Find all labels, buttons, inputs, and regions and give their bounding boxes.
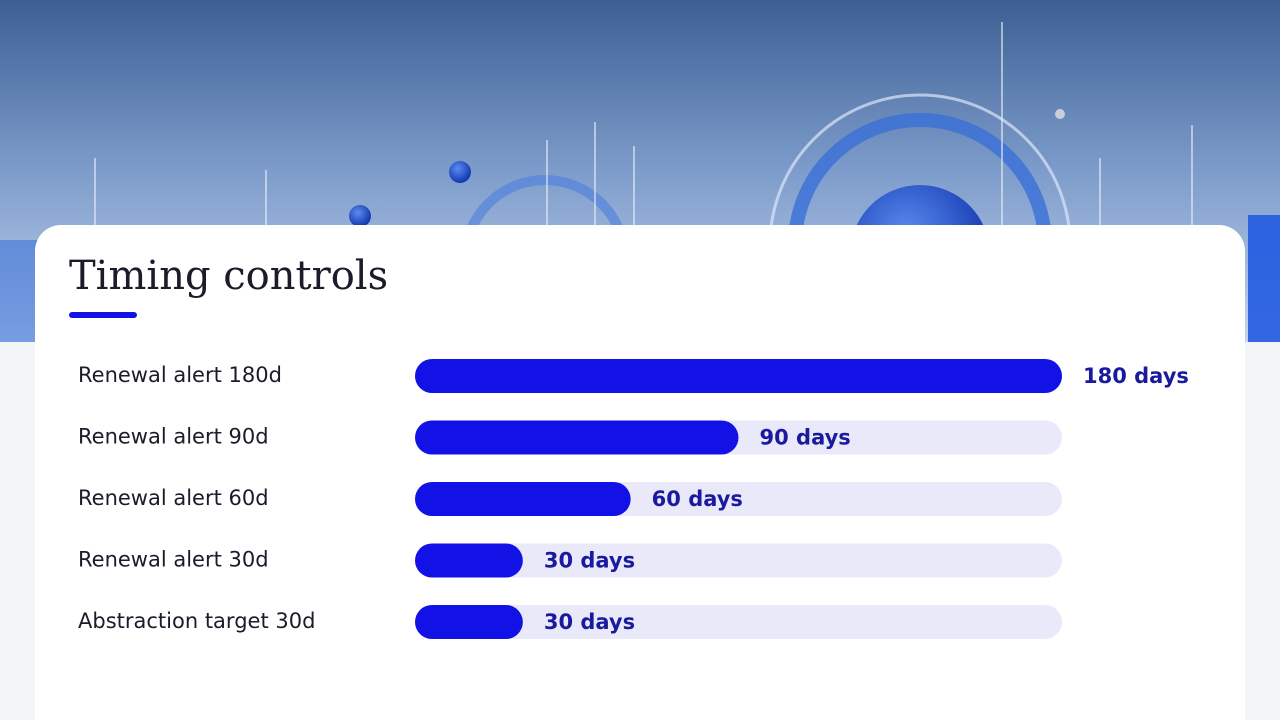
- bar: [415, 359, 1062, 393]
- category-label: Renewal alert 60d: [78, 486, 269, 510]
- bar-track: [415, 543, 1062, 578]
- plot: Renewal alert 180d 180 days Renewal alert …: [78, 359, 1189, 639]
- bar: [415, 543, 523, 578]
- category-label: Renewal alert 90d: [78, 425, 269, 449]
- bar: [415, 482, 631, 516]
- value-label: 180 days: [1083, 364, 1189, 388]
- value-label: 30 days: [544, 610, 635, 634]
- card: [35, 225, 1245, 720]
- bar-track: [415, 605, 1062, 639]
- value-label: 60 days: [652, 487, 743, 511]
- chart-title: Timing controls: [69, 253, 388, 299]
- category-label: Abstraction target 30d: [78, 609, 315, 633]
- value-label: 30 days: [544, 549, 635, 573]
- category-label: Renewal alert 180d: [78, 363, 282, 387]
- bar: [415, 420, 739, 455]
- value-label: 90 days: [760, 426, 851, 450]
- bar: [415, 605, 523, 639]
- title-underline: [69, 312, 137, 318]
- category-label: Renewal alert 30d: [78, 548, 269, 572]
